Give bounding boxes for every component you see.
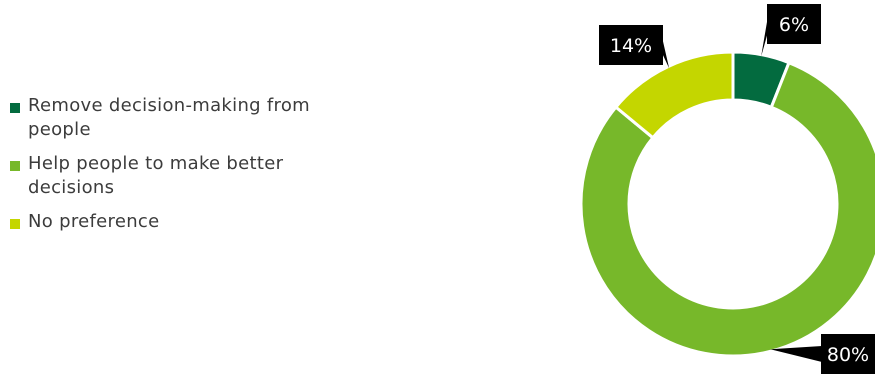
legend-item-help-people: Help people to make better decisions: [10, 152, 350, 200]
legend: Remove decision-making from people Help …: [10, 94, 350, 244]
data-label-pointer: [662, 37, 670, 69]
data-label-text: 6%: [779, 14, 809, 36]
legend-label-no-preference: No preference: [28, 211, 160, 232]
data-label-text: 80%: [827, 344, 869, 366]
legend-swatch-no-preference: [10, 219, 20, 229]
donut-slice-help-people: [579, 60, 875, 358]
legend-label-remove-decision-making: Remove decision-making from people: [28, 95, 310, 140]
data-label-pointer: [770, 346, 822, 362]
legend-swatch-remove-decision-making: [10, 103, 20, 113]
legend-swatch-help-people: [10, 161, 20, 171]
data-label-no-preference: 14%: [599, 25, 670, 69]
legend-item-no-preference: No preference: [10, 210, 350, 234]
data-label-box: [767, 4, 821, 44]
data-label-box: [821, 334, 875, 374]
data-label-pointer: [761, 16, 768, 57]
data-label-text: 14%: [610, 35, 652, 57]
legend-label-help-people: Help people to make better decisions: [28, 153, 284, 198]
legend-item-remove-decision-making: Remove decision-making from people: [10, 94, 350, 142]
data-label-remove-decision-making: 6%: [761, 4, 821, 57]
data-label-box: [599, 25, 663, 65]
data-label-help-people: 80%: [770, 334, 875, 374]
donut-slice-no-preference: [613, 50, 735, 140]
